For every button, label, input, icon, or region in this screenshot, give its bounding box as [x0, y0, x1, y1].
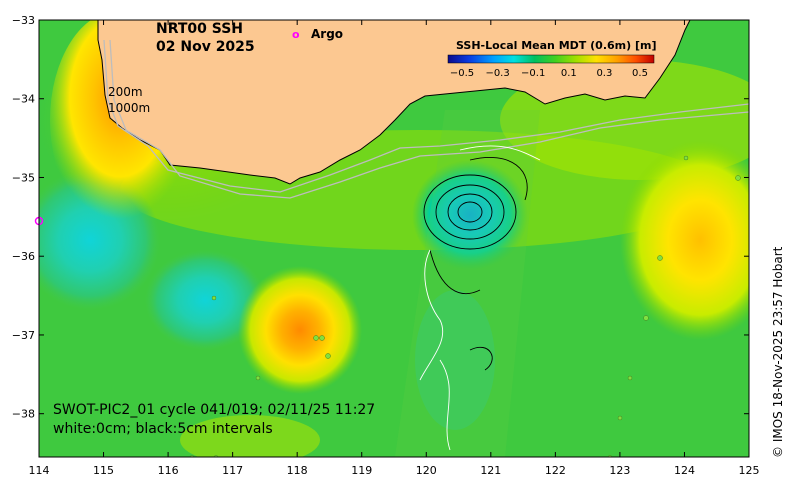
x-tick-label: 124 [674, 464, 695, 477]
argo-legend-label: Argo [311, 27, 343, 41]
map-title-product: NRT00 SSH [156, 21, 243, 37]
colorbar-tick-label: 0.1 [561, 68, 577, 79]
colorbar-title: SSH-Local Mean MDT (0.6m) [m] [456, 39, 656, 52]
swot-info-line1: SWOT-PIC2_01 cycle 041/019; 02/11/25 11:… [53, 402, 375, 418]
map-title-date: 02 Nov 2025 [156, 39, 255, 55]
y-tick-label: −33 [12, 14, 35, 27]
y-tick-label: −35 [12, 171, 35, 184]
argo-legend-marker: o [292, 28, 300, 41]
warm-eddy-center [238, 266, 362, 394]
cold-eddy-southwest [145, 250, 265, 350]
isobath-200m [103, 39, 749, 193]
x-tick-label: 123 [609, 464, 630, 477]
colorbar-tick-label: 0.5 [632, 68, 648, 79]
swot-info-line2: white:0cm; black:5cm intervals [53, 421, 273, 437]
x-tick-label: 121 [480, 464, 501, 477]
x-axis: 114 115 116 117 118 119 120 121 122 123 124 125 [29, 20, 760, 477]
x-tick-label: 118 [287, 464, 308, 477]
swot-contours [419, 145, 541, 451]
map-field [39, 20, 749, 457]
x-tick-label: 119 [351, 464, 372, 477]
y-tick-label: −37 [12, 329, 35, 342]
float-dots [189, 155, 741, 457]
isobath-label-1000m: 1000m [108, 101, 150, 115]
warm-eddy-east [620, 140, 749, 340]
x-tick-label: 116 [158, 464, 179, 477]
y-tick-label: −38 [12, 408, 35, 421]
y-axis: −33 −34 −35 −36 −37 −38 [12, 14, 749, 421]
x-tick-label: 120 [416, 464, 437, 477]
x-tick-label: 117 [222, 464, 243, 477]
y-tick-label: −34 [12, 93, 35, 106]
colorbar: SSH-Local Mean MDT (0.6m) [m] −0.5 −0.3 −0… [447, 39, 656, 79]
x-tick-label: 115 [93, 464, 114, 477]
x-tick-label: 125 [739, 464, 760, 477]
plot-frame [38, 19, 750, 458]
colorbar-tick-label: −0.3 [485, 68, 509, 79]
swot-swath [395, 110, 540, 457]
colorbar-tick-label: −0.1 [521, 68, 545, 79]
y-tick-label: −36 [12, 250, 35, 263]
colorbar-tick-label: −0.5 [450, 68, 474, 79]
colorbar-ramp [447, 54, 655, 64]
isobath-label-200m: 200m [108, 85, 143, 99]
x-tick-label: 122 [545, 464, 566, 477]
x-tick-label: 114 [29, 464, 50, 477]
imos-credit: © IMOS 18-Nov-2025 23:57 Hobart [771, 246, 785, 458]
colorbar-tick-label: 0.3 [596, 68, 612, 79]
cold-eddy-swot [412, 160, 528, 270]
isobath-1000m [109, 39, 749, 199]
